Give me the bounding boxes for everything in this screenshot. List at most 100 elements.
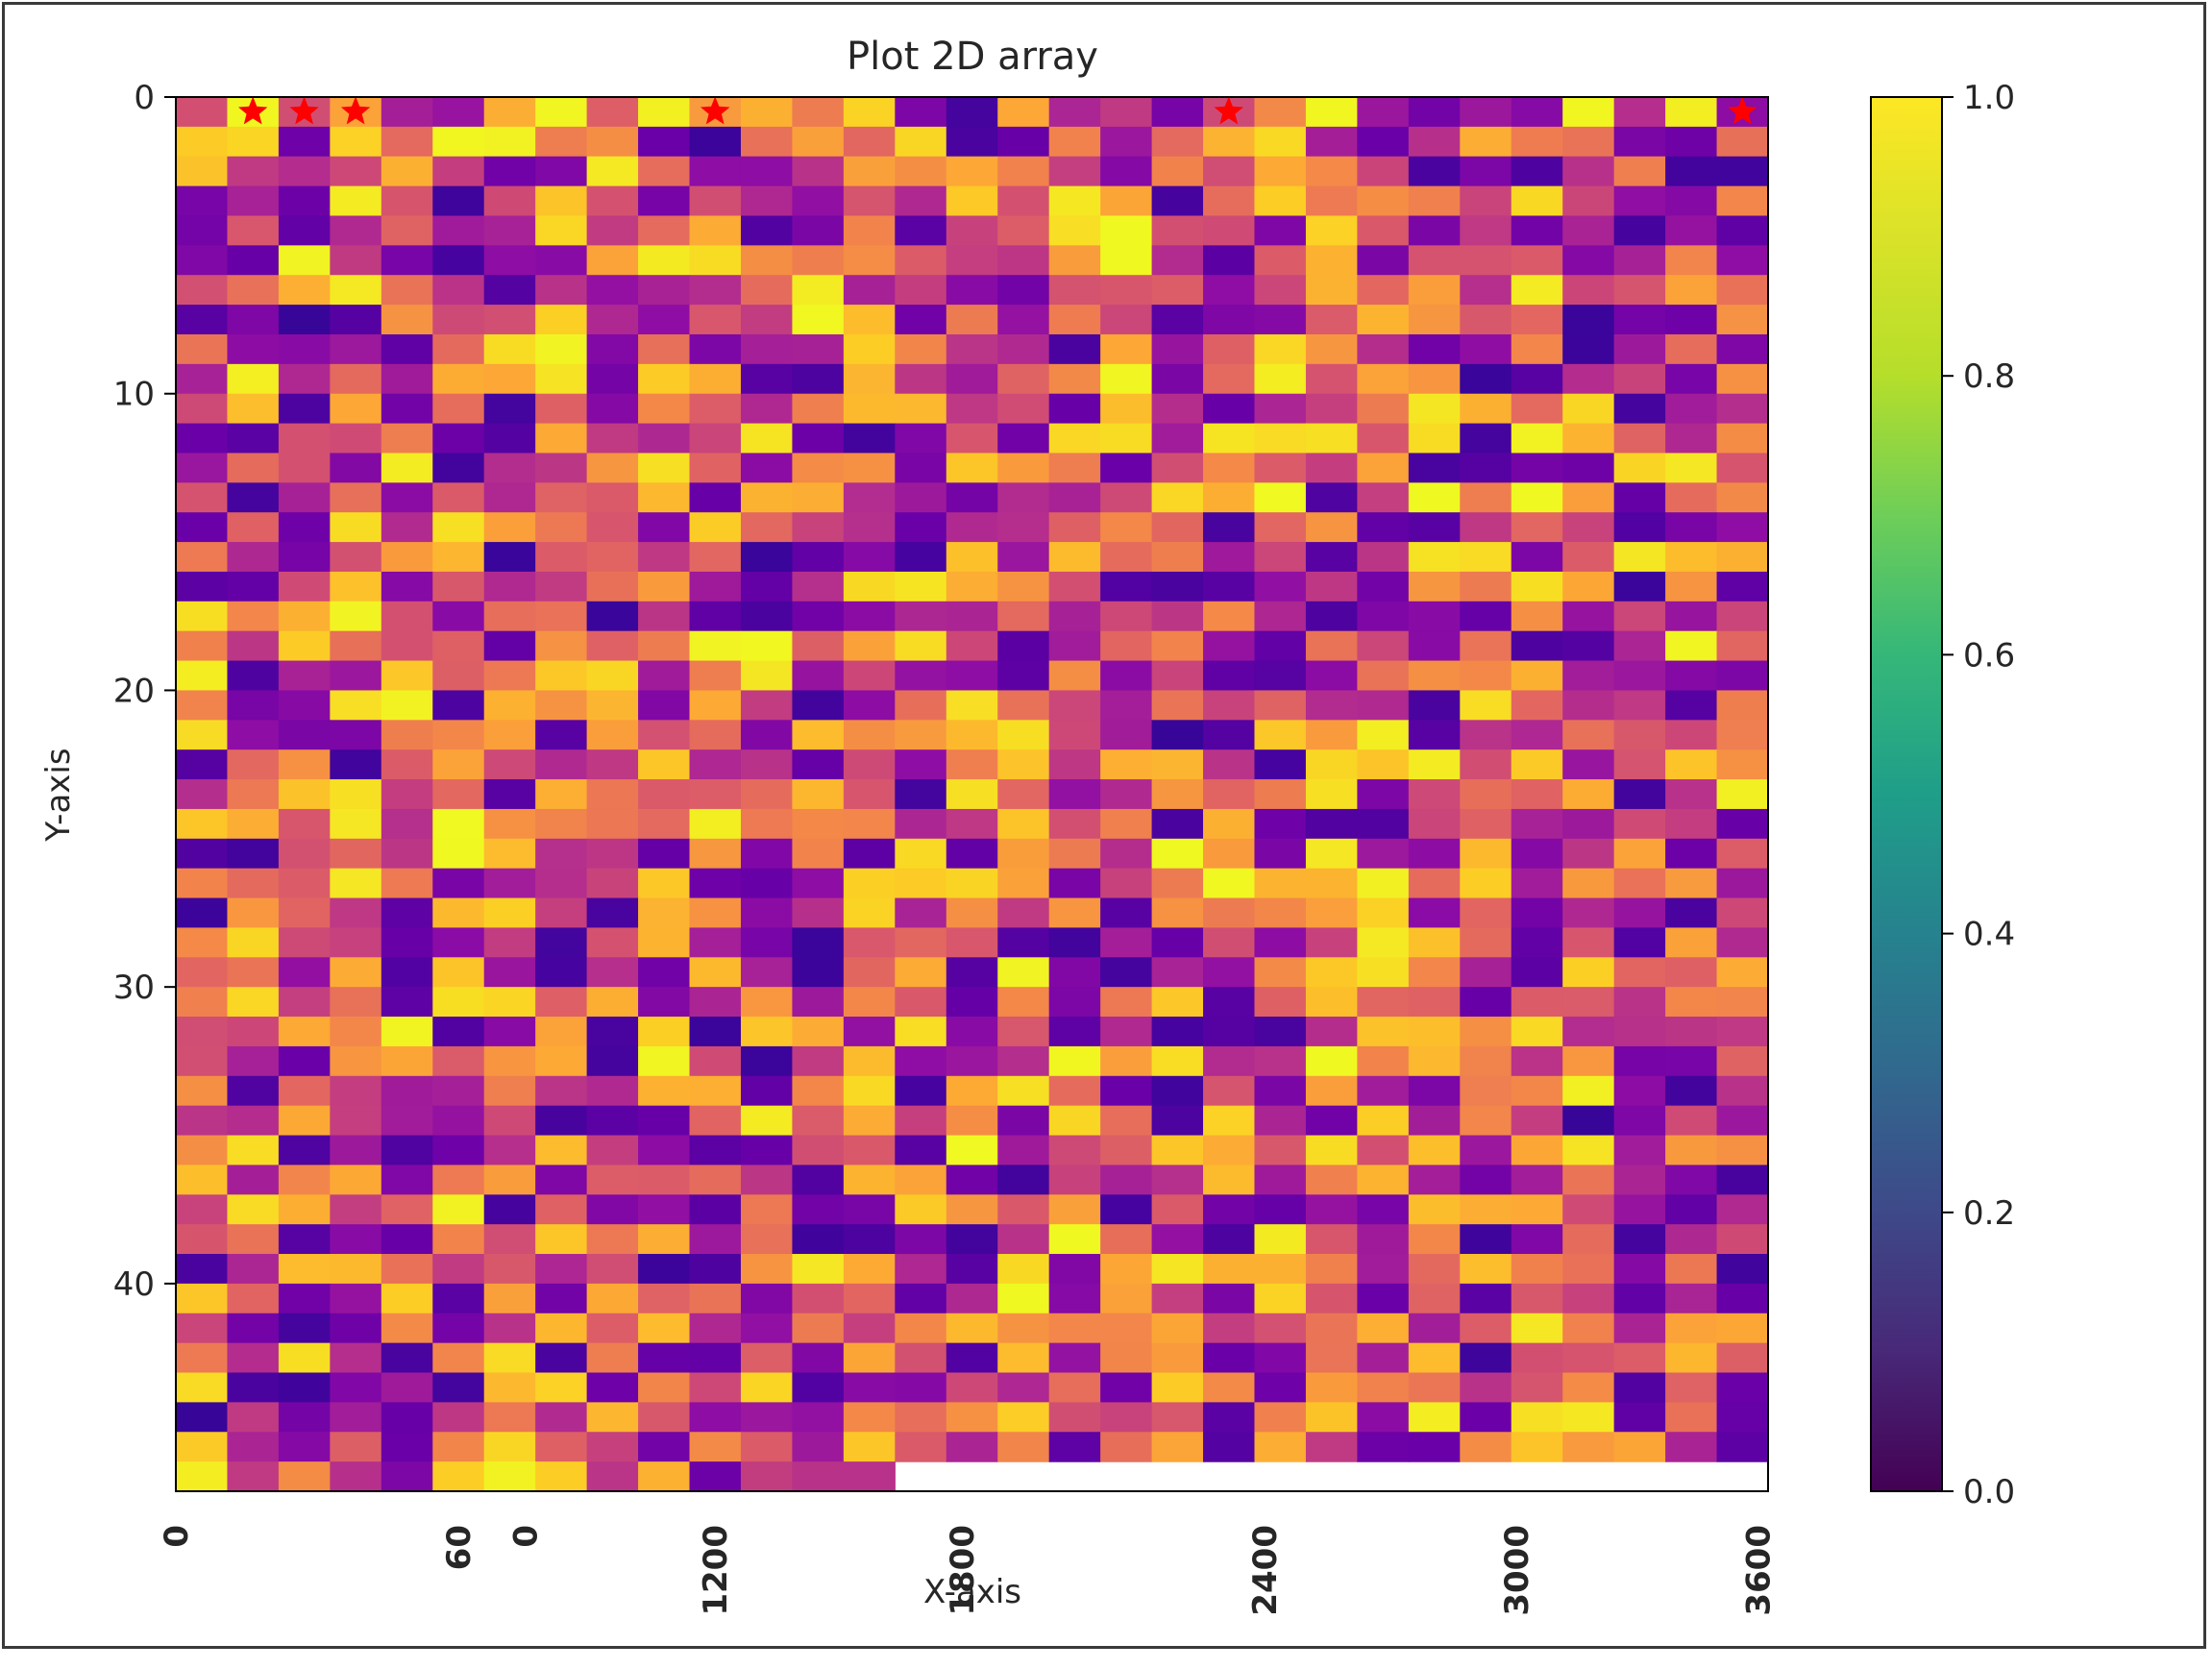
heatmap-cell	[1613, 749, 1666, 780]
heatmap-cell	[1357, 690, 1410, 721]
heatmap-cell	[689, 1045, 742, 1077]
heatmap-cell	[1562, 363, 1615, 395]
heatmap-cell	[1048, 779, 1101, 810]
heatmap-cell	[997, 630, 1050, 662]
heatmap-cell	[1357, 1105, 1410, 1137]
heatmap-cell	[740, 275, 794, 306]
heatmap-cell	[997, 749, 1050, 780]
heatmap-cell	[895, 97, 947, 128]
heatmap-cell	[483, 215, 536, 246]
heatmap-cell	[689, 1165, 742, 1195]
heatmap-cell	[1460, 1075, 1512, 1107]
heatmap-cell	[381, 393, 433, 425]
heatmap-cell	[330, 690, 382, 721]
heatmap-cell	[432, 245, 485, 276]
heatmap-cell	[1562, 927, 1615, 958]
heatmap-cell	[432, 1075, 485, 1107]
x-axis-label: X-axis	[923, 1573, 1021, 1611]
heatmap-cell	[1357, 1017, 1410, 1047]
heatmap-cell	[381, 779, 433, 810]
heatmap-cell	[895, 720, 947, 750]
heatmap-cell	[1100, 1165, 1153, 1195]
heatmap-cell	[1665, 720, 1718, 750]
heatmap-cell	[1716, 305, 1769, 335]
heatmap-cell	[946, 1105, 998, 1137]
heatmap-cell	[1254, 305, 1307, 335]
heatmap-cell	[1151, 1432, 1204, 1462]
heatmap-cell	[638, 1342, 691, 1374]
heatmap-cell	[740, 453, 794, 483]
heatmap-cell	[381, 215, 433, 246]
heatmap-cell	[1562, 1254, 1615, 1285]
heatmap-cell	[1305, 808, 1358, 840]
heatmap-cell	[1716, 601, 1769, 632]
heatmap-cell	[1254, 690, 1307, 721]
heatmap-cell	[381, 601, 433, 632]
heatmap-cell	[1511, 927, 1563, 958]
heatmap-cell	[1562, 897, 1615, 929]
heatmap-cell	[1100, 245, 1153, 276]
heatmap-cell	[1100, 1224, 1153, 1255]
heatmap-cell	[227, 333, 280, 365]
heatmap-cell	[1665, 808, 1718, 840]
heatmap-cell	[535, 987, 588, 1018]
heatmap-cell	[1665, 927, 1718, 958]
heatmap-cell	[1613, 1283, 1666, 1314]
heatmap-cell	[1511, 1194, 1563, 1225]
heatmap-cell	[792, 808, 845, 840]
heatmap-cell	[432, 1283, 485, 1314]
heatmap-cell	[792, 897, 845, 929]
heatmap-cell	[843, 1224, 896, 1255]
heatmap-cell	[689, 868, 742, 899]
heatmap-cell	[946, 660, 998, 692]
heatmap-cell	[689, 779, 742, 810]
heatmap-cell	[1562, 571, 1615, 602]
heatmap-cell	[1151, 571, 1204, 602]
heatmap-cell	[689, 1402, 742, 1433]
heatmap-cell	[1665, 482, 1718, 513]
heatmap-cell	[792, 1283, 845, 1314]
heatmap-cell	[535, 1017, 588, 1047]
heatmap-cell	[1048, 215, 1101, 246]
heatmap-cell	[1408, 630, 1461, 662]
heatmap-cell	[1100, 185, 1153, 217]
heatmap-cell	[1511, 423, 1563, 454]
heatmap-cell	[946, 156, 998, 187]
heatmap-cell	[1151, 749, 1204, 780]
heatmap-cell	[689, 1342, 742, 1374]
heatmap-cell	[278, 868, 331, 899]
heatmap-cell	[997, 957, 1050, 988]
heatmap-cell	[1357, 423, 1410, 454]
heatmap-cell	[1613, 690, 1666, 721]
heatmap-cell	[1305, 1342, 1358, 1374]
heatmap-cell	[638, 1075, 691, 1107]
heatmap-cell	[176, 305, 229, 335]
heatmap-cell	[895, 1372, 947, 1403]
heatmap-cell	[381, 630, 433, 662]
heatmap-cell	[638, 215, 691, 246]
heatmap-cell	[1305, 987, 1358, 1018]
heatmap-cell	[1254, 453, 1307, 483]
heatmap-cell	[227, 453, 280, 483]
heatmap-cell	[1665, 1045, 1718, 1077]
heatmap-cell	[227, 690, 280, 721]
heatmap-cell	[1613, 838, 1666, 870]
heatmap-cell	[381, 957, 433, 988]
heatmap-cell	[997, 363, 1050, 395]
star-marker	[1728, 96, 1757, 125]
heatmap-cell	[1357, 660, 1410, 692]
heatmap-cell	[278, 957, 331, 988]
heatmap-cell	[1562, 808, 1615, 840]
heatmap-cell	[1408, 1402, 1461, 1433]
heatmap-cell	[1511, 97, 1563, 128]
heatmap-cell	[227, 1194, 280, 1225]
heatmap-cell	[1460, 957, 1512, 988]
heatmap-cell	[1562, 1402, 1615, 1433]
heatmap-cell	[227, 215, 280, 246]
heatmap-cell	[586, 245, 639, 276]
heatmap-cell	[176, 333, 229, 365]
heatmap-cell	[1408, 482, 1461, 513]
heatmap-cell	[1151, 1254, 1204, 1285]
heatmap-cell	[1665, 453, 1718, 483]
heatmap-cell	[586, 957, 639, 988]
